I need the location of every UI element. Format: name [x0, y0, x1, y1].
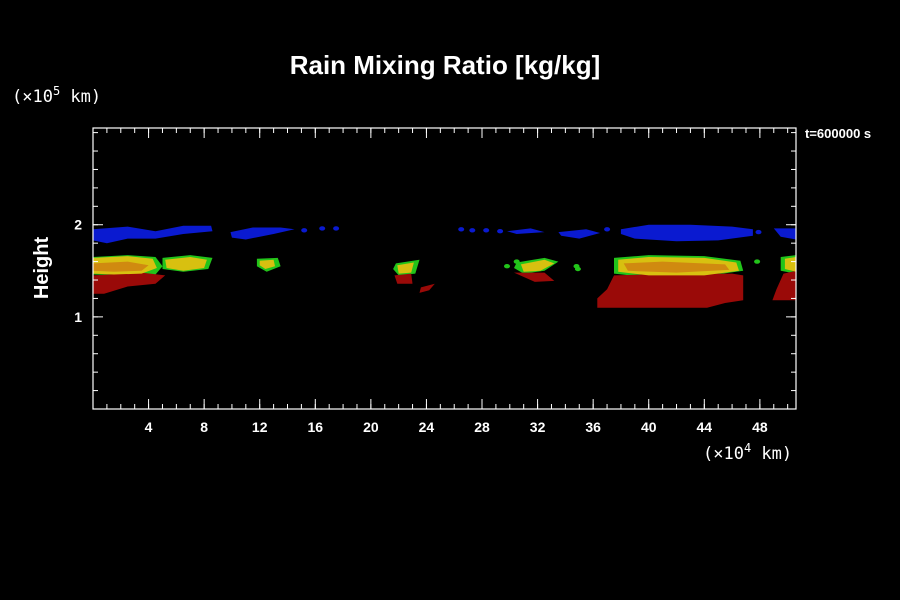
x-unit-label: (×104 km): [703, 441, 792, 464]
y-axis-label: Height: [31, 237, 53, 300]
rain-dot-blue-7: [604, 227, 611, 232]
rain-region-blue-0: [93, 225, 213, 244]
x-tick-label: 40: [641, 419, 657, 435]
rain-region-blue-1: [230, 227, 295, 240]
rain-dot-blue-2: [333, 226, 340, 231]
rain-region-red-15: [419, 283, 435, 293]
rain-region-yellow-21: [259, 259, 275, 269]
rain-dot-blue-6: [497, 229, 504, 234]
rain-region-blue-5: [773, 228, 796, 240]
rain-dot-blue-1: [319, 226, 326, 231]
x-tick-label: 20: [363, 419, 379, 435]
rain-dot-green-0: [504, 264, 510, 269]
rain-region-yellow-20: [165, 257, 207, 271]
y-tick-label: 2: [74, 217, 82, 233]
rain-region-orange-26: [93, 261, 149, 272]
x-tick-label: 12: [252, 419, 268, 435]
rain-dot-green-4: [754, 259, 761, 264]
rain-region-blue-4: [620, 224, 753, 242]
rain-region-yellow-22: [397, 262, 414, 274]
rain-field: [93, 224, 796, 308]
rain-dot-blue-4: [469, 228, 476, 233]
chart-title: Rain Mixing Ratio [kg/kg]: [290, 50, 601, 80]
rain-region-red-13: [93, 272, 166, 294]
rain-region-red-18: [772, 270, 796, 301]
x-tick-label: 36: [585, 419, 601, 435]
x-tick-label: 28: [474, 419, 490, 435]
y-unit-label: (×105 km): [12, 84, 101, 107]
rain-dot-blue-8: [755, 229, 762, 235]
x-tick-label: 24: [419, 419, 435, 435]
rain-region-yellow-25: [784, 257, 796, 272]
rain-region-yellow-23: [520, 259, 555, 272]
rain-region-red-14: [394, 273, 413, 284]
x-tick-label: 16: [308, 419, 324, 435]
time-label: t=600000 s: [805, 126, 871, 141]
rain-dot-blue-3: [458, 227, 465, 232]
y-tick-label: 1: [74, 309, 82, 325]
x-tick-label: 48: [752, 419, 768, 435]
rain-region-orange-27: [623, 261, 730, 273]
x-tick-label: 32: [530, 419, 546, 435]
rain-region-red-17: [597, 273, 744, 308]
x-tick-label: 4: [145, 419, 153, 435]
rain-region-blue-3: [558, 229, 601, 239]
x-tick-label: 44: [697, 419, 713, 435]
rain-region-red-16: [514, 272, 555, 282]
rain-dot-blue-5: [483, 228, 490, 233]
rain-dot-green-1: [513, 259, 520, 264]
rain-region-blue-2: [507, 228, 545, 234]
x-tick-label: 8: [200, 419, 208, 435]
rain-dot-blue-0: [301, 228, 308, 233]
plot-frame: [92, 127, 797, 410]
rain-dot-green-3: [574, 266, 581, 272]
